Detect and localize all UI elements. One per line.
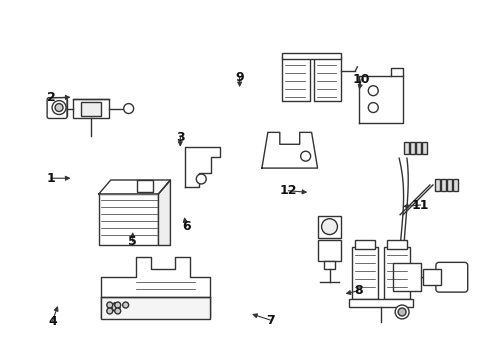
Bar	[440, 179, 445, 191]
Bar	[415, 142, 420, 154]
Circle shape	[367, 103, 377, 113]
Circle shape	[112, 303, 120, 311]
Text: 10: 10	[352, 73, 369, 86]
Polygon shape	[359, 68, 402, 123]
FancyBboxPatch shape	[435, 262, 467, 292]
Text: 3: 3	[176, 131, 184, 144]
Bar	[73, 99, 108, 118]
Bar	[422, 269, 440, 285]
Bar	[101, 297, 210, 319]
Text: 7: 7	[265, 314, 274, 327]
Bar	[281, 57, 309, 100]
Bar	[446, 179, 451, 191]
Circle shape	[55, 104, 63, 112]
Bar	[421, 142, 426, 154]
Circle shape	[115, 308, 121, 314]
Circle shape	[397, 308, 405, 316]
Text: 5: 5	[128, 235, 137, 248]
Circle shape	[123, 104, 133, 113]
Bar	[281, 53, 341, 59]
Bar	[317, 239, 341, 261]
Text: 6: 6	[182, 220, 190, 233]
Circle shape	[106, 302, 113, 308]
Circle shape	[112, 303, 120, 311]
Circle shape	[112, 303, 120, 311]
Bar	[323, 261, 335, 269]
Circle shape	[367, 86, 377, 96]
Circle shape	[394, 305, 408, 319]
Text: 11: 11	[411, 198, 428, 212]
Polygon shape	[185, 147, 220, 187]
Text: 1: 1	[46, 172, 55, 185]
Circle shape	[106, 308, 113, 314]
Text: 8: 8	[353, 284, 362, 297]
Circle shape	[52, 100, 66, 114]
Polygon shape	[99, 180, 170, 194]
Text: 4: 4	[48, 315, 57, 328]
Bar	[403, 142, 408, 154]
Bar	[349, 299, 412, 307]
Circle shape	[112, 303, 120, 311]
Text: 2: 2	[46, 91, 55, 104]
Circle shape	[196, 174, 206, 184]
Circle shape	[122, 302, 128, 308]
Bar	[317, 216, 341, 238]
Polygon shape	[158, 180, 170, 246]
Bar	[386, 239, 406, 249]
Bar	[392, 264, 420, 291]
Text: 9: 9	[235, 71, 244, 84]
Bar	[384, 247, 409, 299]
Bar	[452, 179, 457, 191]
Polygon shape	[101, 257, 210, 317]
Bar	[409, 142, 414, 154]
Circle shape	[300, 151, 310, 161]
Bar	[99, 194, 158, 246]
Bar	[434, 179, 439, 191]
Bar	[313, 57, 341, 100]
Text: 12: 12	[279, 184, 296, 197]
Circle shape	[115, 302, 121, 308]
Bar	[51, 99, 67, 117]
Polygon shape	[262, 132, 317, 168]
Bar	[352, 247, 377, 299]
Bar	[81, 102, 101, 116]
FancyBboxPatch shape	[47, 98, 67, 118]
Bar	[355, 239, 374, 249]
Circle shape	[321, 219, 337, 235]
Bar	[136, 180, 152, 192]
